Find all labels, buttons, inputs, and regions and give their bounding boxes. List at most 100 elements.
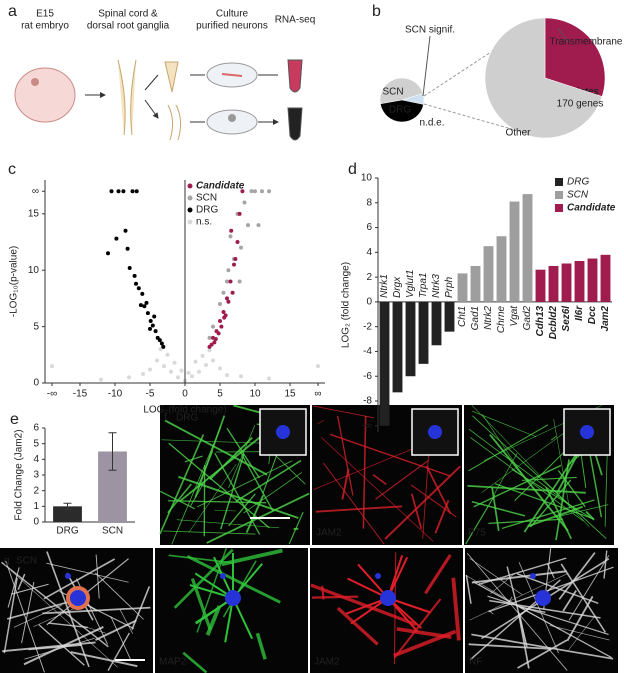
neurite	[43, 558, 116, 600]
point	[226, 268, 231, 273]
point	[218, 318, 222, 323]
neurite	[603, 550, 608, 579]
y-axis-label: -LOG₁₀(p-value)	[9, 246, 20, 317]
point	[235, 240, 240, 245]
pie-slice	[379, 77, 424, 105]
point	[121, 189, 126, 194]
embryo	[14, 67, 76, 123]
neurite	[167, 483, 192, 514]
y-tick-label: -6	[363, 371, 372, 382]
point	[237, 279, 242, 284]
point	[209, 342, 214, 347]
legend-swatch	[555, 204, 563, 212]
neurite	[469, 557, 523, 595]
nucleus	[220, 573, 226, 579]
y-tick-label: 6	[366, 222, 372, 233]
neurite	[546, 563, 555, 579]
point	[134, 281, 138, 286]
workflow-diagram	[14, 59, 303, 141]
y-tick-label: 10	[28, 265, 40, 276]
neurite	[168, 442, 270, 529]
point	[237, 211, 242, 216]
neurite	[184, 455, 203, 463]
point	[207, 348, 212, 353]
neurite	[336, 415, 354, 496]
neurite	[491, 487, 500, 531]
x-axis-label: LOG₂(fold change)	[143, 405, 226, 416]
point	[232, 262, 236, 267]
neurite	[545, 486, 572, 540]
neurite	[190, 480, 206, 507]
slice-label: SCN	[382, 87, 403, 98]
micrograph-label: JAM2	[316, 528, 342, 539]
point	[218, 302, 222, 307]
micrograph-label: P75	[468, 528, 486, 539]
point	[159, 341, 164, 346]
micrograph-label: f	[164, 413, 167, 424]
y-tick-label: -2	[363, 321, 372, 332]
neurite	[568, 555, 610, 621]
bar	[405, 301, 416, 377]
neurite	[94, 572, 144, 620]
neurite	[42, 606, 151, 615]
category-label: Ntrk1	[379, 274, 390, 298]
neurite	[519, 615, 527, 645]
neurite	[517, 612, 530, 669]
point	[144, 300, 149, 305]
point	[256, 223, 261, 228]
category-label: Vglut1	[405, 270, 416, 298]
neurite	[5, 560, 45, 673]
neurite	[315, 505, 403, 513]
neurite	[516, 573, 599, 604]
category-label: Dcbld2	[548, 305, 559, 339]
point	[145, 311, 150, 316]
y-tick-label: 0	[33, 517, 39, 528]
neurite	[7, 601, 69, 620]
neurite	[566, 595, 594, 642]
legend-label: DRG	[196, 205, 218, 216]
legend-label: Candidate	[196, 181, 245, 192]
step-label: dorsal root ganglia	[87, 21, 170, 32]
point	[138, 303, 143, 308]
neurite	[11, 583, 49, 595]
category-label: Il6r	[574, 305, 585, 321]
neurite	[24, 637, 95, 660]
neurite	[226, 427, 260, 479]
neurite	[220, 453, 245, 530]
neurite	[473, 464, 562, 508]
annotation: n.d.e.	[419, 118, 444, 129]
arrow	[144, 74, 158, 118]
arrow	[190, 74, 278, 122]
neurite	[13, 604, 62, 628]
neurite	[21, 581, 35, 644]
neurite	[506, 566, 528, 648]
neurite	[468, 428, 578, 511]
point	[127, 375, 131, 380]
point	[226, 299, 231, 304]
point	[142, 304, 147, 309]
nucleus	[375, 573, 381, 579]
neuron	[221, 73, 243, 77]
neurite	[501, 499, 595, 530]
neurite	[228, 425, 256, 489]
neurite	[3, 577, 18, 654]
neurite	[469, 572, 569, 621]
bar	[535, 269, 546, 302]
panel-label: a	[8, 3, 17, 20]
x-tick-label: -10	[108, 389, 123, 400]
slice-label: DRG	[389, 105, 411, 116]
bar	[600, 254, 611, 302]
x-tick-label: -15	[73, 389, 88, 400]
slice-label: SCN signif.	[405, 25, 455, 36]
neurite	[490, 573, 516, 595]
neurite	[176, 519, 280, 529]
point	[186, 370, 191, 375]
neurite	[568, 615, 596, 650]
legend-label: Candidate	[567, 203, 616, 214]
point	[221, 290, 226, 295]
point	[213, 337, 218, 342]
y-tick-label: ∞	[32, 186, 39, 197]
step-label: E15	[36, 9, 54, 20]
bar	[53, 506, 82, 522]
nucleus	[65, 573, 71, 579]
